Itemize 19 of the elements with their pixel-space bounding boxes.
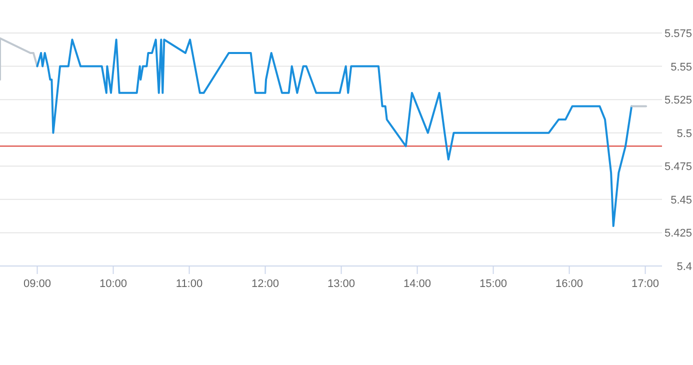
line-series: [36, 38, 633, 228]
x-tick-label: 12:00: [251, 278, 280, 290]
y-tick-label: 5.475: [664, 161, 692, 174]
x-tick-label: 11:00: [176, 278, 203, 290]
x-tick-label: 15:00: [480, 278, 508, 290]
y-tick-label: 5.425: [664, 228, 692, 240]
y-tick-label: 5.525: [664, 94, 692, 107]
y-tick-label: 5.575: [664, 28, 692, 40]
x-tick-label: 17:00: [632, 278, 660, 290]
x-tick-label: 16:00: [556, 278, 584, 290]
x-tick-label: 14:00: [404, 278, 432, 290]
x-tick-label: 09:00: [23, 278, 52, 290]
y-tick-label: 5.55: [670, 61, 692, 74]
x-tick-label: 10:00: [99, 278, 128, 290]
y-tick-label: 5.45: [670, 194, 692, 206]
line-series: [0, 37, 38, 81]
x-tick-label: 13:00: [327, 278, 356, 290]
y-tick-label: 5.5: [676, 128, 692, 140]
y-tick-label: 5.4: [676, 261, 692, 273]
